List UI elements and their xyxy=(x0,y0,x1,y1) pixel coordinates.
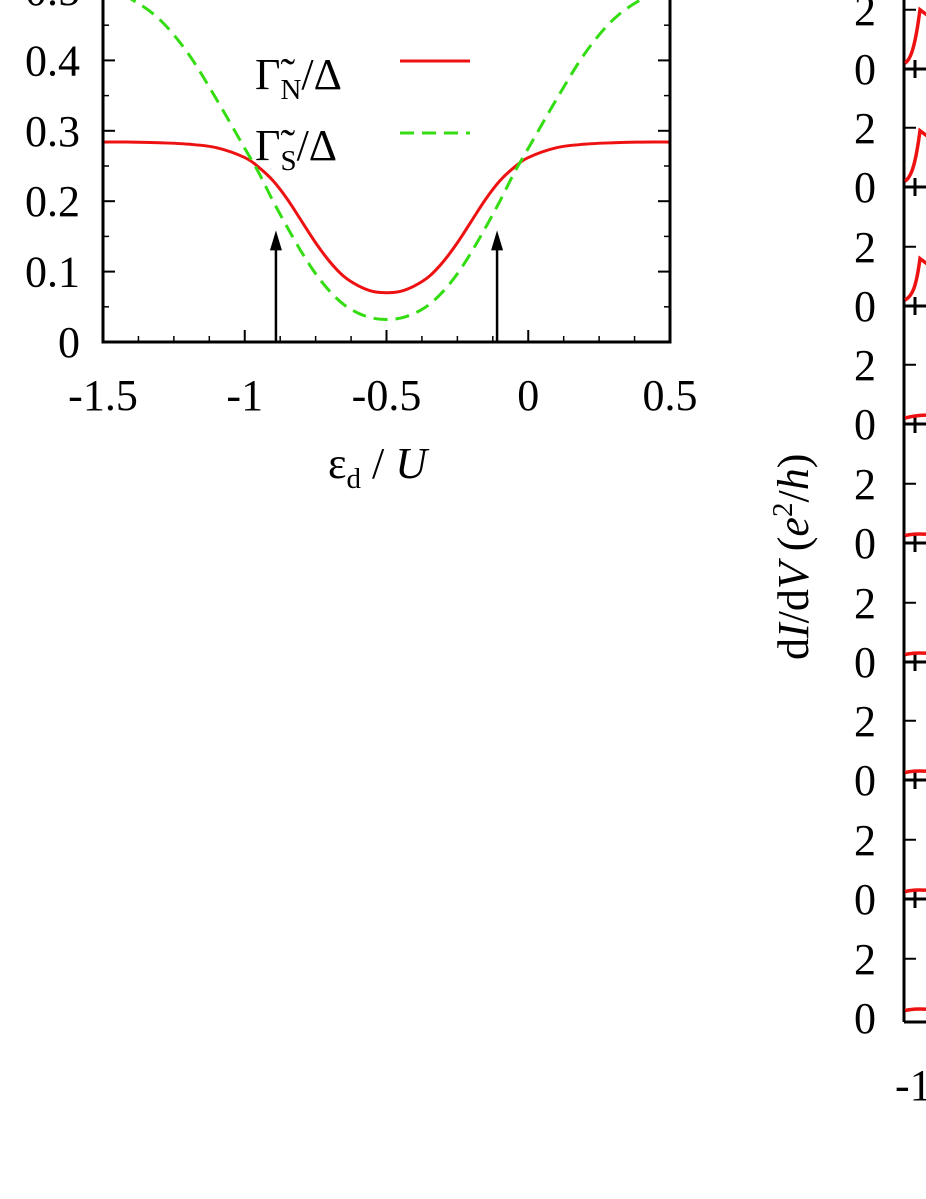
legend-gamma-n-rest: /Δ xyxy=(301,50,342,99)
right-y-tick-label: 0 xyxy=(854,994,876,1043)
y-tick-label: 0 xyxy=(58,318,80,367)
series-gamma-n-line xyxy=(102,140,671,295)
right-series-curve xyxy=(904,255,926,302)
right-curves xyxy=(903,6,926,1013)
left-tick-labels: -1.5 -1 -0.5 0 0.5 0 0.1 0.2 0.3 0.4 0.5 xyxy=(25,0,698,420)
left-arrows xyxy=(269,230,504,342)
x-tick-label: -1.5 xyxy=(68,371,138,420)
x-label-sub: d xyxy=(346,463,361,495)
right-y-tick-label: 0 xyxy=(854,756,876,805)
right-series-curve xyxy=(903,6,926,65)
right-y-tick-label: 0 xyxy=(854,638,876,687)
series-gamma-s-line xyxy=(129,0,644,321)
svg-text:Γ̃S/Δ: Γ̃S/Δ xyxy=(255,121,337,177)
right-y-tick-label: 2 xyxy=(854,223,876,272)
left-axes xyxy=(101,0,672,344)
x-tick-label: 0 xyxy=(517,371,539,420)
right-series-curve xyxy=(904,651,926,657)
x-tick-label: 0.5 xyxy=(643,371,698,420)
left-chart: -1.5 -1 -0.5 0 0.5 0 0.1 0.2 0.3 0.4 0.5 Γ̃N/Δ Γ̃S… xyxy=(25,0,698,495)
right-tick-labels: 2 0 2 0 2 0 2 0 2 0 2 0 2 0 2 0 2 0 -1 xyxy=(854,0,926,1110)
right-series-curve xyxy=(904,769,926,775)
left-curves xyxy=(102,0,671,321)
right-y-tick-label: 0 xyxy=(854,163,876,212)
x-label-slash: / xyxy=(361,439,395,488)
legend: Γ̃N/Δ Γ̃S/Δ xyxy=(255,50,470,177)
legend-entry-gamma-s: Γ̃S/Δ xyxy=(255,121,470,177)
y-tick-label: 0.5 xyxy=(25,0,80,15)
right-y-tick-label: 0 xyxy=(854,282,876,331)
right-series-curve xyxy=(904,1007,926,1013)
y-tick-label: 0.4 xyxy=(25,36,80,85)
right-y-tick-label: 0 xyxy=(854,875,876,924)
right-y-tick-label: 0 xyxy=(854,519,876,568)
right-y-tick-label: 2 xyxy=(854,935,876,984)
svg-text:Γ̃N/Δ: Γ̃N/Δ xyxy=(255,50,342,106)
right-x-tick-label: -1 xyxy=(895,1061,926,1110)
x-label-epsilon: ε xyxy=(328,439,346,488)
right-y-axis-label: dI/dV (e2/h) xyxy=(767,454,818,660)
legend-entry-gamma-n: Γ̃N/Δ xyxy=(255,50,470,106)
right-y-tick-label: 2 xyxy=(854,341,876,390)
x-tick-label: -1 xyxy=(226,371,263,420)
x-label-u: U xyxy=(395,439,430,488)
left-x-axis-label: εd / U xyxy=(328,439,430,495)
legend-gamma-s-rest: /Δ xyxy=(297,121,338,170)
right-series-curve xyxy=(904,413,926,420)
y-tick-label: 0.3 xyxy=(25,107,80,156)
right-y-tick-label: 2 xyxy=(854,579,876,628)
annotation-arrow-head xyxy=(269,230,282,251)
x-tick-label: -0.5 xyxy=(352,371,422,420)
right-series-curve xyxy=(903,127,926,183)
right-y-tick-label: 0 xyxy=(854,45,876,94)
right-chart: 2 0 2 0 2 0 2 0 2 0 2 0 2 0 2 0 2 0 -1 dI/dV (e2/h) xyxy=(767,0,926,1110)
y-tick-label: 0.2 xyxy=(25,177,80,226)
right-y-tick-label: 0 xyxy=(854,400,876,449)
right-y-tick-label: 2 xyxy=(854,0,876,35)
right-series-curve xyxy=(904,532,926,538)
right-y-tick-label: 2 xyxy=(854,104,876,153)
right-axes xyxy=(902,0,926,1024)
right-y-tick-label: 2 xyxy=(854,816,876,865)
y-tick-label: 0.1 xyxy=(25,248,80,297)
right-y-tick-label: 2 xyxy=(854,697,876,746)
right-series-curve xyxy=(904,888,926,894)
annotation-arrow-head xyxy=(491,230,504,251)
right-y-tick-label: 2 xyxy=(854,460,876,509)
legend-gamma-s-sub: S xyxy=(280,145,296,177)
legend-gamma-n-sub: N xyxy=(280,74,301,106)
